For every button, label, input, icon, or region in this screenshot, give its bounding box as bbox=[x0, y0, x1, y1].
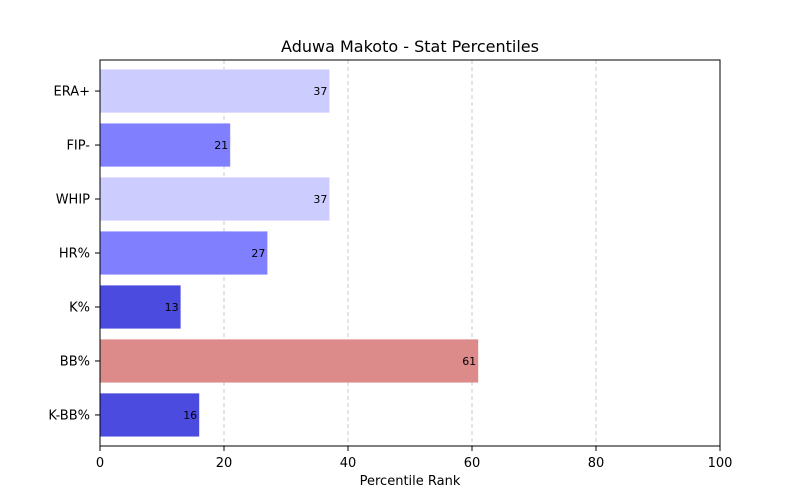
y-tick-label: WHIP bbox=[56, 193, 90, 208]
bar bbox=[100, 339, 479, 383]
y-tick-label: BB% bbox=[60, 354, 90, 369]
bar bbox=[100, 231, 268, 275]
bar-value-label: 27 bbox=[251, 247, 265, 260]
x-tick-label: 40 bbox=[340, 456, 357, 471]
x-tick-label: 60 bbox=[464, 456, 481, 471]
y-tick-label: K% bbox=[69, 300, 90, 315]
bars-group bbox=[100, 69, 479, 437]
x-tick-label: 0 bbox=[96, 456, 104, 471]
bar-value-label: 61 bbox=[462, 355, 476, 368]
value-labels-group: 37 21 37 27 13 61 16 bbox=[165, 85, 477, 422]
bar-value-label: 13 bbox=[165, 301, 179, 314]
bar bbox=[100, 285, 181, 329]
bar bbox=[100, 123, 231, 167]
bar bbox=[100, 393, 200, 437]
bar-value-label: 37 bbox=[313, 193, 327, 206]
y-tick-label: K-BB% bbox=[48, 408, 90, 423]
x-axis-label: Percentile Rank bbox=[360, 474, 461, 489]
bar-value-label: 16 bbox=[183, 409, 197, 422]
y-tick-label: ERA+ bbox=[53, 85, 90, 100]
x-axis: 0 20 40 60 80 100 bbox=[96, 446, 733, 471]
grid-lines bbox=[223, 60, 597, 446]
bar bbox=[100, 69, 330, 113]
bar-value-label: 21 bbox=[214, 139, 228, 152]
x-tick-label: 100 bbox=[708, 456, 733, 471]
x-tick-label: 20 bbox=[216, 456, 233, 471]
y-axis: ERA+ FIP- WHIP HR% K% BB% K-BB% bbox=[48, 85, 100, 423]
chart-title: Aduwa Makoto - Stat Percentiles bbox=[281, 37, 539, 56]
y-tick-label: HR% bbox=[59, 247, 90, 262]
y-tick-label: FIP- bbox=[66, 139, 90, 154]
x-tick-label: 80 bbox=[588, 456, 605, 471]
bar-value-label: 37 bbox=[313, 85, 327, 98]
bar bbox=[100, 177, 330, 221]
